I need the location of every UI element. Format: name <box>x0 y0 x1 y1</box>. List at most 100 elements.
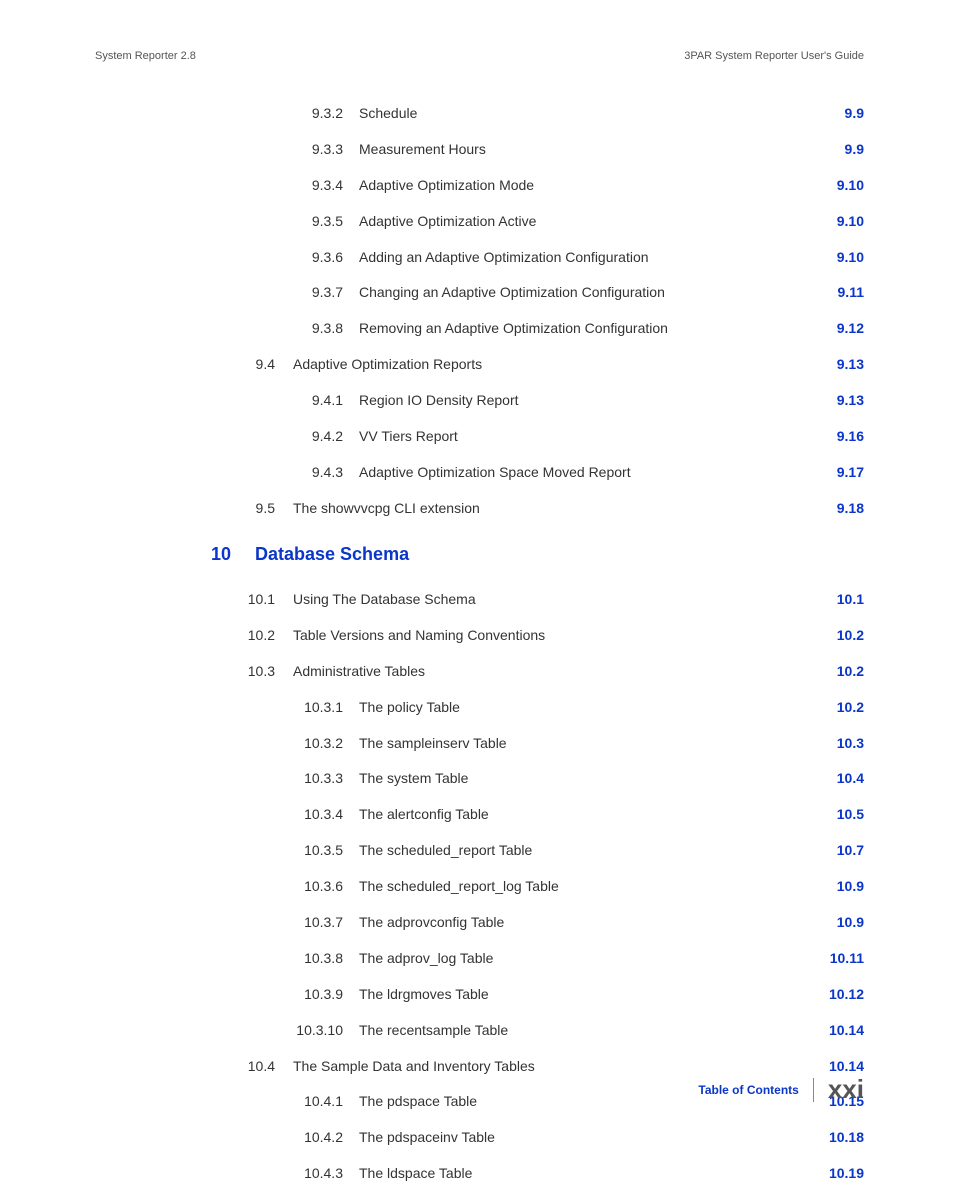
toc-entry-page[interactable]: 10.2 <box>794 698 864 717</box>
toc-entry-row: 9.4Adaptive Optimization Reports9.13 <box>95 355 864 374</box>
toc-entry-page[interactable]: 10.2 <box>794 626 864 645</box>
toc-entry-title[interactable]: Measurement Hours <box>359 140 794 159</box>
toc-entry-row: 9.5The showvvcpg CLI extension9.18 <box>95 499 864 518</box>
toc-entry-title[interactable]: VV Tiers Report <box>359 427 794 446</box>
toc-entry-number: 9.3.5 <box>185 212 359 231</box>
toc-entry-page[interactable]: 9.12 <box>794 319 864 338</box>
toc-entry-title[interactable]: The policy Table <box>359 698 794 717</box>
toc-entry-title[interactable]: The scheduled_report Table <box>359 841 794 860</box>
toc-entry-number: 10.3.5 <box>185 841 359 860</box>
toc-chapter-title[interactable]: Database Schema <box>255 542 864 566</box>
toc-entry-number: 10.3.10 <box>185 1021 359 1040</box>
toc-entry-title[interactable]: The Sample Data and Inventory Tables <box>293 1057 794 1076</box>
toc-entry-title[interactable]: The pdspaceinv Table <box>359 1128 794 1147</box>
toc-entry-number: 9.4.2 <box>185 427 359 446</box>
toc-entry-page[interactable]: 10.18 <box>794 1128 864 1147</box>
toc-entry-page[interactable]: 10.4 <box>794 769 864 788</box>
toc-entry-number: 9.3.7 <box>185 283 359 302</box>
toc-entry-number: 10.4 <box>185 1057 293 1076</box>
toc-entry-row: 10.3.3The system Table10.4 <box>95 769 864 788</box>
toc-entry-page[interactable]: 9.18 <box>794 499 864 518</box>
toc-entry-title[interactable]: The adprov_log Table <box>359 949 794 968</box>
toc-entry-number: 9.3.6 <box>185 248 359 267</box>
toc-entry-number: 10.3.6 <box>185 877 359 896</box>
toc-chapter-row: 10Database Schema <box>95 542 864 566</box>
toc-entry-page[interactable]: 9.16 <box>794 427 864 446</box>
toc-entry-title[interactable]: Adaptive Optimization Reports <box>293 355 794 374</box>
toc-entry-title[interactable]: Adding an Adaptive Optimization Configur… <box>359 248 794 267</box>
toc-entry-number: 10.4.2 <box>185 1128 359 1147</box>
toc-entry-title[interactable]: Administrative Tables <box>293 662 794 681</box>
toc-entry-page[interactable]: 10.5 <box>794 805 864 824</box>
toc-entry-title[interactable]: The showvvcpg CLI extension <box>293 499 794 518</box>
table-of-contents: 9.3.2Schedule9.99.3.3Measurement Hours9.… <box>95 104 864 1183</box>
toc-entry-page[interactable]: 10.7 <box>794 841 864 860</box>
toc-entry-page[interactable]: 9.13 <box>794 391 864 410</box>
toc-entry-number: 10.3.7 <box>185 913 359 932</box>
toc-entry-number: 9.4.1 <box>185 391 359 410</box>
toc-entry-page[interactable]: 10.14 <box>794 1021 864 1040</box>
toc-entry-page[interactable]: 10.12 <box>794 985 864 1004</box>
toc-entry-row: 10.3.8The adprov_log Table10.11 <box>95 949 864 968</box>
header-right: 3PAR System Reporter User's Guide <box>684 50 864 62</box>
toc-entry-page[interactable]: 10.11 <box>794 949 864 968</box>
toc-entry-title[interactable]: Schedule <box>359 104 794 123</box>
toc-entry-page[interactable]: 10.19 <box>794 1164 864 1183</box>
page: System Reporter 2.8 3PAR System Reporter… <box>0 0 954 1145</box>
toc-entry-number: 9.3.4 <box>185 176 359 195</box>
toc-entry-title[interactable]: The system Table <box>359 769 794 788</box>
toc-entry-row: 9.3.7Changing an Adaptive Optimization C… <box>95 283 864 302</box>
toc-entry-page[interactable]: 9.9 <box>794 104 864 123</box>
toc-entry-number: 9.3.3 <box>185 140 359 159</box>
toc-entry-title[interactable]: Using The Database Schema <box>293 590 794 609</box>
toc-entry-page[interactable]: 9.9 <box>794 140 864 159</box>
toc-entry-number: 9.4.3 <box>185 463 359 482</box>
toc-entry-number: 10.2 <box>185 626 293 645</box>
toc-entry-row: 9.3.3Measurement Hours9.9 <box>95 140 864 159</box>
toc-entry-row: 10.3.10The recentsample Table10.14 <box>95 1021 864 1040</box>
toc-entry-page[interactable]: 9.13 <box>794 355 864 374</box>
toc-entry-title[interactable]: The sampleinserv Table <box>359 734 794 753</box>
toc-entry-title[interactable]: Removing an Adaptive Optimization Config… <box>359 319 794 338</box>
toc-entry-page[interactable]: 9.10 <box>794 248 864 267</box>
toc-entry-page[interactable]: 10.9 <box>794 877 864 896</box>
toc-entry-number: 10.3.8 <box>185 949 359 968</box>
toc-entry-title[interactable]: Changing an Adaptive Optimization Config… <box>359 283 794 302</box>
toc-entry-page[interactable]: 9.10 <box>794 176 864 195</box>
toc-entry-number: 10.3.2 <box>185 734 359 753</box>
toc-entry-title[interactable]: The alertconfig Table <box>359 805 794 824</box>
toc-entry-page[interactable]: 10.14 <box>794 1057 864 1076</box>
toc-entry-page[interactable]: 9.17 <box>794 463 864 482</box>
toc-entry-row: 10.4.2The pdspaceinv Table10.18 <box>95 1128 864 1147</box>
toc-entry-title[interactable]: Adaptive Optimization Active <box>359 212 794 231</box>
toc-entry-title[interactable]: The scheduled_report_log Table <box>359 877 794 896</box>
toc-entry-page[interactable]: 10.3 <box>794 734 864 753</box>
toc-entry-number: 10.3.1 <box>185 698 359 717</box>
toc-entry-title[interactable]: The recentsample Table <box>359 1021 794 1040</box>
toc-entry-number: 10.3.9 <box>185 985 359 1004</box>
toc-entry-page[interactable]: 9.11 <box>794 283 864 302</box>
toc-entry-number: 9.5 <box>185 499 293 518</box>
toc-entry-row: 10.3Administrative Tables10.2 <box>95 662 864 681</box>
toc-entry-row: 10.3.9The ldrgmoves Table10.12 <box>95 985 864 1004</box>
toc-entry-title[interactable]: Adaptive Optimization Mode <box>359 176 794 195</box>
toc-entry-page[interactable]: 10.1 <box>794 590 864 609</box>
toc-entry-title[interactable]: The adprovconfig Table <box>359 913 794 932</box>
toc-entry-title[interactable]: The ldspace Table <box>359 1164 794 1183</box>
toc-entry-number: 10.4.3 <box>185 1164 359 1183</box>
toc-entry-row: 10.4.3The ldspace Table10.19 <box>95 1164 864 1183</box>
header-left: System Reporter 2.8 <box>95 50 196 62</box>
toc-entry-page[interactable]: 10.2 <box>794 662 864 681</box>
toc-entry-page[interactable]: 9.10 <box>794 212 864 231</box>
toc-entry-number: 9.3.8 <box>185 319 359 338</box>
toc-entry-title[interactable]: Region IO Density Report <box>359 391 794 410</box>
toc-entry-title[interactable]: Adaptive Optimization Space Moved Report <box>359 463 794 482</box>
toc-entry-row: 9.3.6Adding an Adaptive Optimization Con… <box>95 248 864 267</box>
page-header: System Reporter 2.8 3PAR System Reporter… <box>95 50 864 62</box>
toc-entry-row: 10.4The Sample Data and Inventory Tables… <box>95 1057 864 1076</box>
toc-entry-page[interactable]: 10.9 <box>794 913 864 932</box>
toc-entry-title[interactable]: Table Versions and Naming Conventions <box>293 626 794 645</box>
toc-entry-number: 10.3.3 <box>185 769 359 788</box>
footer-label[interactable]: Table of Contents <box>698 1078 813 1102</box>
toc-entry-title[interactable]: The ldrgmoves Table <box>359 985 794 1004</box>
